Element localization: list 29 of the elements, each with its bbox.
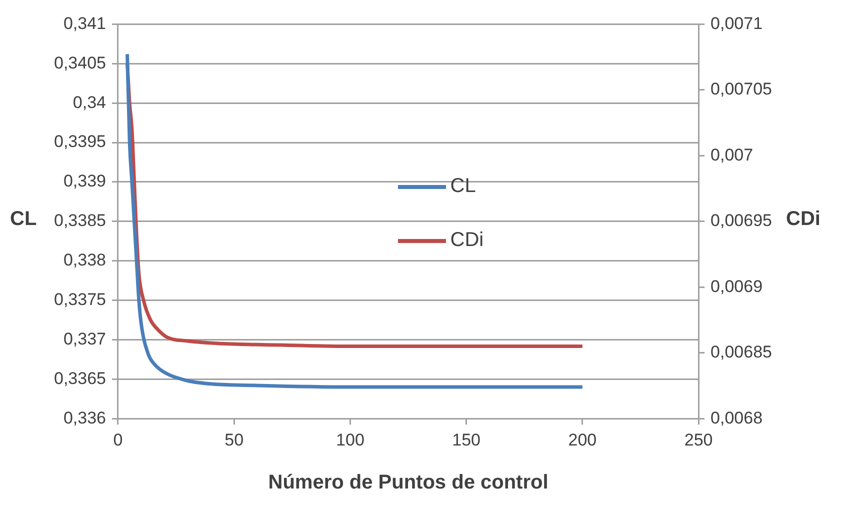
- x-tick-label: 150: [452, 430, 481, 450]
- x-tick-label: 0: [113, 430, 123, 450]
- y2-tick-label: 0,00705: [710, 80, 772, 99]
- y-tick-label: 0,338: [63, 250, 106, 270]
- y-tick-label: 0,336: [63, 408, 106, 428]
- y-tick-label: 0,34: [72, 92, 106, 112]
- y-tick-label: 0,3385: [54, 211, 106, 230]
- y-tick-label: 0,3365: [54, 368, 106, 388]
- legend-label: CL: [450, 175, 476, 198]
- x-tick-label: 100: [336, 430, 364, 450]
- y-tick-label: 0,341: [63, 14, 106, 33]
- x-tick-label: 200: [568, 430, 597, 450]
- y-tick-label: 0,339: [63, 172, 106, 191]
- y2-tick-label: 0,0068: [710, 408, 763, 428]
- y-tick-label: 0,337: [63, 329, 106, 348]
- x-tick-label: 250: [684, 430, 713, 450]
- y2-tick-label: 0,0069: [710, 276, 763, 296]
- y-tick-label: 0,3405: [54, 53, 106, 72]
- y-axis-title: CL: [10, 208, 37, 232]
- x-axis-title: Número de Puntos de control: [268, 472, 548, 494]
- y-tick-label: 0,3375: [54, 290, 106, 309]
- y2-tick-label: 0,00695: [710, 211, 772, 230]
- y-tick-label: 0,3395: [54, 132, 106, 152]
- legend-label: CDi: [450, 229, 484, 252]
- x-tick-label: 50: [224, 430, 244, 450]
- y2-tick-label: 0,00685: [710, 342, 772, 362]
- y2-axis-title: CDi: [786, 208, 820, 232]
- y2-tick-label: 0,0071: [710, 14, 763, 33]
- y2-tick-label: 0,007: [710, 145, 754, 164]
